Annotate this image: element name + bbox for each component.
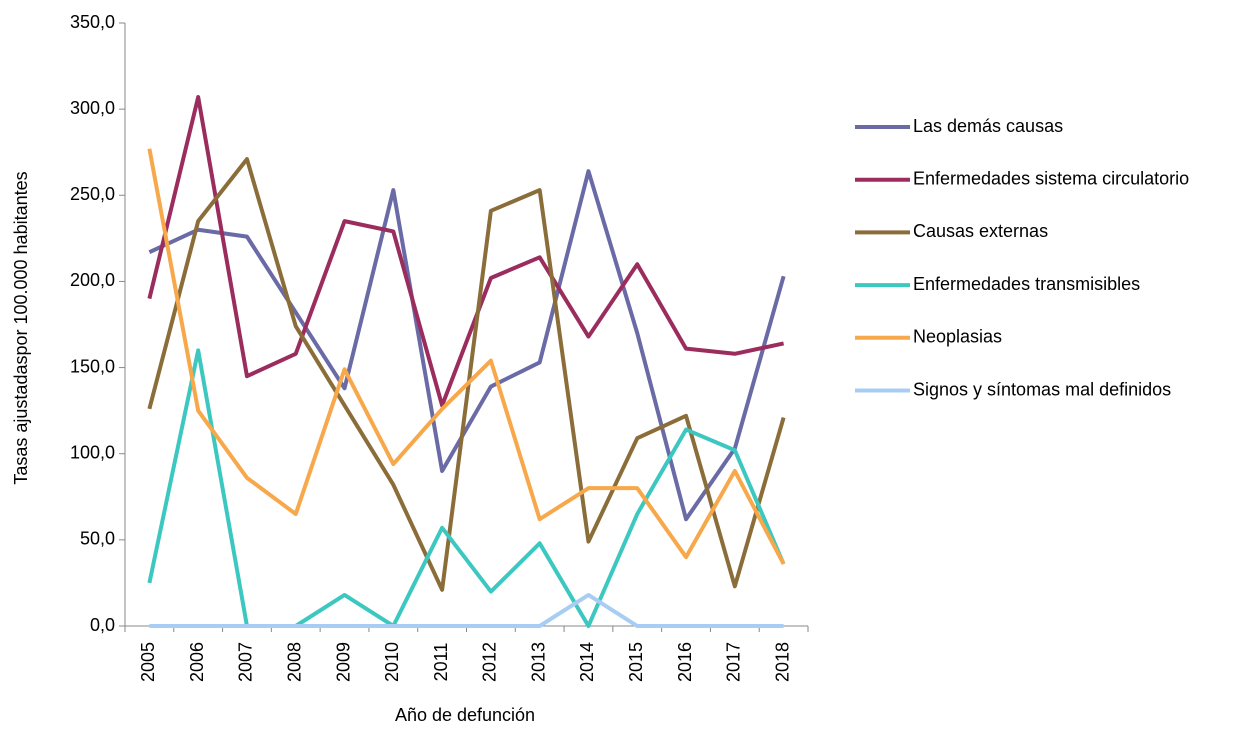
y-tick-label: 350,0 [70,12,115,32]
series-line [147,148,786,565]
x-tick-label: 2018 [772,642,792,682]
x-tick-label: 2013 [528,642,548,682]
legend-label: Causas externas [913,221,1048,241]
y-tick-label: 250,0 [70,184,115,204]
series-line [149,592,784,628]
y-tick-label: 150,0 [70,356,115,376]
x-tick-label: 2005 [138,642,158,682]
legend-label: Signos y síntomas mal definidos [913,379,1171,399]
y-tick-label: 0,0 [90,615,115,635]
y-tick-label: 200,0 [70,270,115,290]
x-tick-label: 2016 [675,642,695,682]
x-tick-label: 2009 [333,642,353,682]
y-axis-title: Tasas ajustadaspor 100.000 habitantes [11,171,31,484]
series-line [147,95,785,408]
legend-label: Neoplasias [913,327,1002,347]
y-tick-label: 50,0 [80,529,115,549]
x-tick-label: 2006 [187,642,207,682]
legend-label: Las demás causas [913,116,1063,136]
series-line [147,157,786,592]
x-tick-label: 2011 [431,643,451,682]
x-axis-title: Año de defunción [395,705,535,725]
x-tick-label: 2010 [382,642,402,682]
legend-label: Enfermedades sistema circulatorio [913,168,1189,188]
x-tick-label: 2014 [577,642,597,682]
y-tick-label: 300,0 [70,98,115,118]
x-tick-label: 2012 [480,642,500,682]
x-tick-label: 2015 [626,642,646,682]
x-tick-label: 2007 [236,642,256,682]
x-tick-label: 2017 [724,642,744,682]
x-tick-label: 2008 [285,642,305,682]
legend-label: Enfermedades transmisibles [913,274,1140,294]
series-line [148,169,786,522]
y-tick-label: 100,0 [70,442,115,462]
